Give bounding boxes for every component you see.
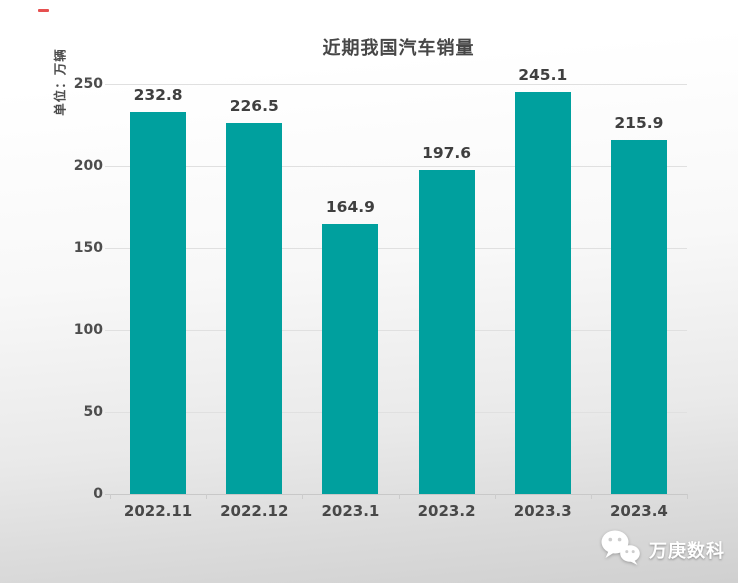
y-axis-tick-label: 100 [73,322,103,338]
bar [610,139,667,494]
x-axis-tick-label: 2023.1 [321,502,380,520]
x-axis-line [105,494,687,495]
bar-value-label: 215.9 [614,113,664,132]
x-axis-tick-label: 2023.3 [513,502,572,520]
gridline [105,84,687,85]
x-axis-tick [206,494,208,499]
y-axis-tick-label: 250 [73,76,103,92]
bar [226,122,283,494]
y-axis-tick-label: 200 [73,158,103,174]
gridline [105,330,687,331]
x-axis-tick [110,494,111,499]
bar [514,92,571,494]
gridline [105,248,687,249]
x-axis-tick [494,494,496,499]
x-axis-tick-label: 2022.11 [123,502,193,520]
bar [130,112,187,494]
x-axis-tick-label: 2023.2 [417,502,476,520]
bar [418,169,475,494]
y-axis-tick-label: 150 [73,240,103,256]
bar-value-label: 197.6 [422,143,472,162]
watermark: 万庚数科 [600,529,725,570]
bar-value-label: 245.1 [518,66,568,85]
gridline [105,412,687,413]
chart-title: 近期我国汽车销量 [322,38,475,59]
bar [322,223,379,494]
red-dash-mark [38,9,49,12]
bar-value-label: 226.5 [229,96,279,115]
x-axis-tick [302,494,304,499]
x-axis-tick-label: 2022.12 [220,502,289,520]
bar-value-label: 232.8 [133,86,183,105]
x-axis-tick [398,494,400,499]
y-axis-tick-label: 50 [83,404,103,420]
x-axis-tick [590,494,592,499]
x-axis-tick [687,494,688,499]
watermark-text: 万庚数科 [649,540,725,562]
y-axis-tick-label: 0 [93,486,103,502]
gridline [105,166,687,167]
x-axis-tick-label: 2023.4 [609,502,668,520]
bar-value-label: 164.9 [325,197,375,216]
wechat-logo-icon [600,529,641,570]
